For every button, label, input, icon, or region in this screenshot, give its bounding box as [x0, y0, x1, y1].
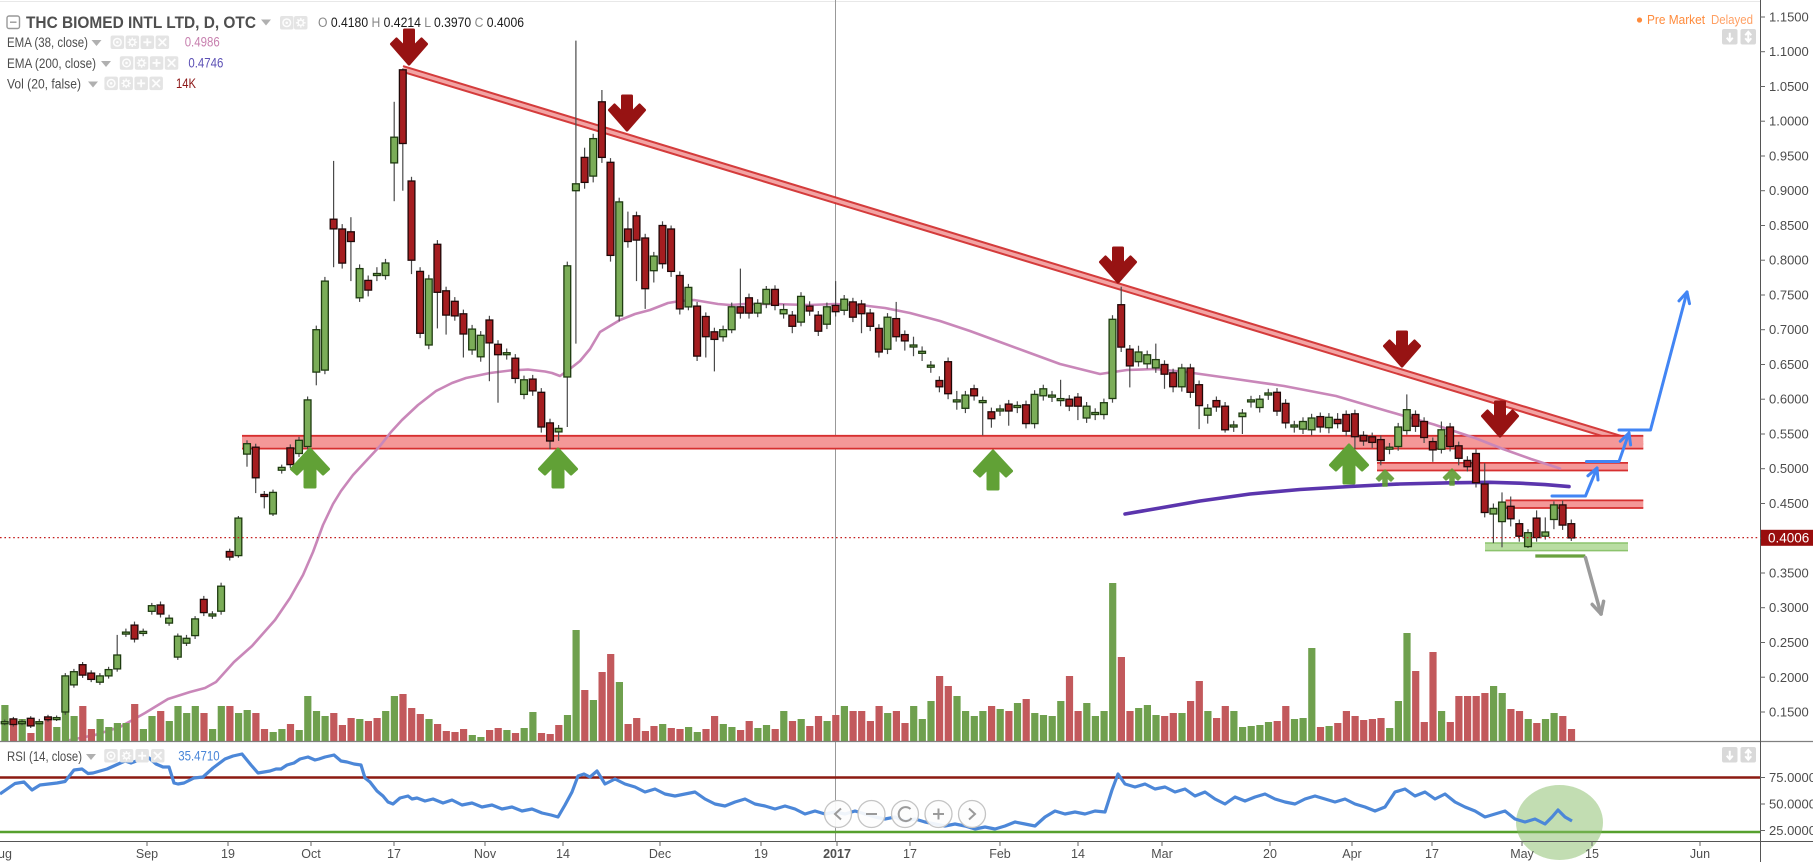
svg-text:1.1500: 1.1500 — [1769, 10, 1809, 25]
svg-text:Jun: Jun — [1690, 847, 1710, 861]
svg-text:19: 19 — [221, 847, 235, 861]
svg-text:75.0000: 75.0000 — [1769, 770, 1813, 785]
svg-text:50.0000: 50.0000 — [1769, 797, 1813, 812]
svg-text:0.5500: 0.5500 — [1769, 427, 1809, 442]
svg-text:0.2000: 0.2000 — [1769, 670, 1809, 685]
svg-text:0.5000: 0.5000 — [1769, 461, 1809, 476]
svg-text:0.3000: 0.3000 — [1769, 600, 1809, 615]
svg-text:17: 17 — [387, 847, 401, 861]
svg-text:14: 14 — [556, 847, 570, 861]
svg-text:Nov: Nov — [474, 847, 497, 861]
svg-text:May: May — [1510, 847, 1534, 861]
svg-text:0.3500: 0.3500 — [1769, 566, 1809, 581]
svg-text:0.6000: 0.6000 — [1769, 392, 1809, 407]
svg-text:Sep: Sep — [136, 847, 158, 861]
svg-text:1.1000: 1.1000 — [1769, 44, 1809, 59]
svg-text:0.2500: 0.2500 — [1769, 635, 1809, 650]
svg-text:17: 17 — [1425, 847, 1439, 861]
svg-text:14: 14 — [1071, 847, 1085, 861]
svg-text:14K: 14K — [176, 76, 196, 91]
svg-text:ug: ug — [0, 847, 12, 861]
svg-text:Dec: Dec — [649, 847, 671, 861]
svg-text:20: 20 — [1263, 847, 1277, 861]
svg-text:0.8000: 0.8000 — [1769, 253, 1809, 268]
svg-text:Delayed: Delayed — [1711, 13, 1753, 27]
svg-text:0.4746: 0.4746 — [188, 55, 223, 70]
svg-text:0.4986: 0.4986 — [185, 35, 220, 50]
svg-text:Pre Market: Pre Market — [1647, 13, 1705, 27]
svg-text:1.0000: 1.0000 — [1769, 114, 1809, 129]
svg-text:Apr: Apr — [1342, 847, 1361, 861]
svg-text:17: 17 — [903, 847, 917, 861]
svg-text:0.6500: 0.6500 — [1769, 357, 1809, 372]
svg-text:2017: 2017 — [823, 847, 851, 861]
svg-text:RSI (14, close): RSI (14, close) — [7, 749, 82, 764]
svg-text:Vol (20, false): Vol (20, false) — [7, 77, 81, 92]
svg-text:O 0.4180 H 0.4214 L 0.3970 C 0: O 0.4180 H 0.4214 L 0.3970 C 0.4006 — [318, 15, 524, 30]
svg-text:0.8500: 0.8500 — [1769, 218, 1809, 233]
svg-text:Feb: Feb — [989, 847, 1011, 861]
svg-text:0.7500: 0.7500 — [1769, 288, 1809, 303]
svg-text:EMA (38, close): EMA (38, close) — [7, 35, 88, 50]
svg-text:0.9000: 0.9000 — [1769, 183, 1809, 198]
svg-text:0.7000: 0.7000 — [1769, 322, 1809, 337]
svg-text:0.4500: 0.4500 — [1769, 496, 1809, 511]
svg-text:0.1500: 0.1500 — [1769, 705, 1809, 720]
svg-text:0.4006: 0.4006 — [1768, 531, 1809, 546]
svg-text:25.0000: 25.0000 — [1769, 823, 1813, 838]
svg-text:0.9500: 0.9500 — [1769, 149, 1809, 164]
svg-text:Mar: Mar — [1151, 847, 1173, 861]
svg-text:Oct: Oct — [301, 847, 321, 861]
svg-text:EMA (200, close): EMA (200, close) — [7, 56, 96, 71]
svg-text:19: 19 — [754, 847, 768, 861]
svg-text:1.0500: 1.0500 — [1769, 79, 1809, 94]
svg-text:THC BIOMED INTL LTD, D, OTC: THC BIOMED INTL LTD, D, OTC — [26, 13, 256, 32]
svg-text:35.4710: 35.4710 — [178, 749, 220, 764]
svg-text:15: 15 — [1585, 847, 1599, 861]
